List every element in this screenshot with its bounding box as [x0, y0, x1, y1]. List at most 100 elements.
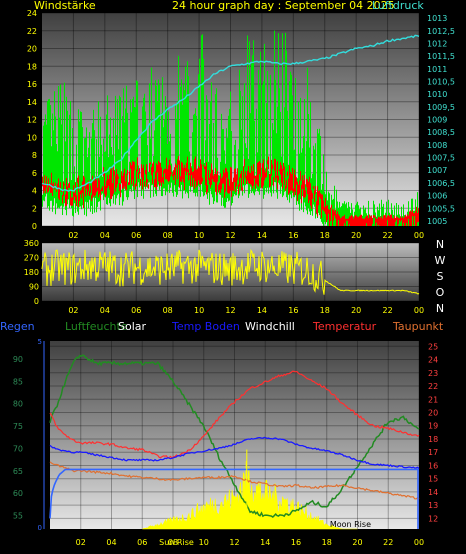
y-left-tick-label: 4: [32, 187, 37, 196]
wind-pressure-ticks: 02468101214161820222410051005,510061006,…: [27, 9, 455, 240]
y-left-tick-label: 24: [27, 9, 37, 18]
compass-label: N: [436, 302, 444, 315]
y-right-tick-label: 23: [428, 369, 438, 378]
x-tick-label: 22: [382, 306, 392, 315]
solar-area: [142, 460, 358, 530]
wind-speed-bars: [42, 156, 419, 226]
compass-label: O: [436, 286, 445, 299]
dewpoint-line: [49, 461, 420, 500]
y-left-tick-label: 0: [32, 222, 37, 231]
x-tick-label: 04: [106, 538, 116, 547]
pressure-line: [41, 34, 420, 192]
temperature-ticks: 55 60 65 70 75 80 85 90 5 0 12 13 14 15 16 17 18 19 20 21 22…: [13, 338, 438, 547]
compass-label: N: [436, 238, 444, 251]
y-right-tick-label: 1013: [427, 14, 447, 23]
y-tick-label: 360: [24, 239, 39, 248]
legend-item: Windchill: [245, 320, 295, 333]
y-left-tick-label: 2: [32, 204, 37, 213]
y-left-tick-label: 16: [27, 80, 37, 89]
x-tick-label: 12: [229, 538, 239, 547]
x-tick-label: 08: [163, 306, 173, 315]
y-left-tick-label: 90: [13, 355, 23, 364]
legend-item: Taupunkt: [392, 320, 444, 333]
humidity-line: [49, 354, 420, 518]
wind-pressure-series: [41, 30, 420, 226]
x-tick-label: 20: [351, 231, 361, 240]
wind-direction-line: [41, 248, 420, 295]
temperature-series: Sun Rise Moon Rise: [49, 354, 420, 547]
y-left-tick-label: 14: [27, 98, 37, 107]
y-right-tick-label: 14: [428, 488, 438, 497]
legend-item: Regen: [0, 320, 35, 333]
x-tick-label: 10: [194, 231, 204, 240]
y-right-tick-label: 22: [428, 382, 438, 391]
rain-scale-min: 0: [38, 524, 42, 532]
y-left-tick-label: 8: [32, 151, 37, 160]
y-left-tick-label: 22: [27, 27, 37, 36]
legend-item: Solar: [118, 320, 147, 333]
y-right-tick-label: 1011,5: [427, 52, 455, 61]
y-right-tick-label: 24: [428, 356, 438, 365]
y-left-tick-label: 85: [13, 377, 23, 386]
legend-item: Luftfeuchte: [65, 320, 128, 333]
x-tick-label: 00: [414, 231, 424, 240]
y-left-tick-label: 12: [27, 116, 37, 125]
x-tick-label: 06: [137, 538, 147, 547]
x-tick-label: 20: [351, 306, 361, 315]
moon-rise-label: Moon Rise: [330, 520, 371, 529]
y-right-tick-label: 1012: [427, 39, 447, 48]
x-tick-label: 02: [76, 538, 86, 547]
y-left-tick-label: 6: [32, 169, 37, 178]
legend-item: Temperatur: [312, 320, 377, 333]
temperature-line: [49, 370, 420, 460]
y-right-tick-label: 16: [428, 461, 438, 470]
y-left-tick-label: 70: [13, 444, 23, 453]
x-tick-label: 06: [131, 306, 141, 315]
x-tick-label: 10: [194, 306, 204, 315]
x-tick-label: 22: [382, 231, 392, 240]
rain-line: [49, 468, 419, 519]
y-right-tick-label: 1010,5: [427, 77, 455, 86]
legend-item: Temp Boden: [171, 320, 240, 333]
y-right-tick-label: 1011: [427, 65, 447, 74]
y-right-tick-label: 1010: [427, 90, 447, 99]
sun-rise-label: Sun Rise: [159, 538, 194, 547]
y-right-tick-label: 15: [428, 475, 438, 484]
y-right-tick-label: 1008: [427, 141, 447, 150]
y-right-tick-label: 1007: [427, 166, 447, 175]
x-tick-label: 20: [352, 538, 362, 547]
y-right-tick-label: 1007,5: [427, 154, 455, 163]
y-right-tick-label: 19: [428, 422, 438, 431]
chart-title: 24 hour graph day : September 04 2025: [172, 0, 395, 12]
compass-label: S: [437, 270, 444, 283]
y-left-tick-label: 18: [27, 62, 37, 71]
y-tick-label: 90: [29, 283, 39, 292]
x-tick-label: 04: [100, 306, 110, 315]
ground-temp-line: [49, 436, 420, 470]
y-right-tick-label: 21: [428, 395, 438, 404]
y-right-tick-label: 1006,5: [427, 179, 455, 188]
x-tick-label: 08: [168, 538, 178, 547]
x-tick-label: 02: [68, 306, 78, 315]
windstaerke-label: Windstärke: [34, 0, 96, 12]
x-tick-label: 00: [414, 306, 424, 315]
y-right-tick-label: 18: [428, 435, 438, 444]
y-left-tick-label: 75: [13, 422, 23, 431]
y-right-tick-label: 12: [428, 514, 438, 523]
y-right-tick-label: 1012,5: [427, 27, 455, 36]
wind-direction-series: [41, 248, 420, 295]
x-tick-label: 12: [225, 231, 235, 240]
y-right-tick-label: 1006: [427, 192, 447, 201]
y-right-tick-label: 1009,5: [427, 103, 455, 112]
x-tick-label: 16: [288, 231, 298, 240]
temperature-grid: [50, 341, 420, 529]
rain-scale-max: 5: [38, 338, 42, 346]
y-tick-label: 180: [24, 268, 39, 277]
x-tick-label: 18: [320, 231, 330, 240]
y-left-tick-label: 60: [13, 489, 23, 498]
y-tick-label: 0: [34, 297, 39, 306]
y-left-tick-label: 55: [13, 512, 23, 521]
